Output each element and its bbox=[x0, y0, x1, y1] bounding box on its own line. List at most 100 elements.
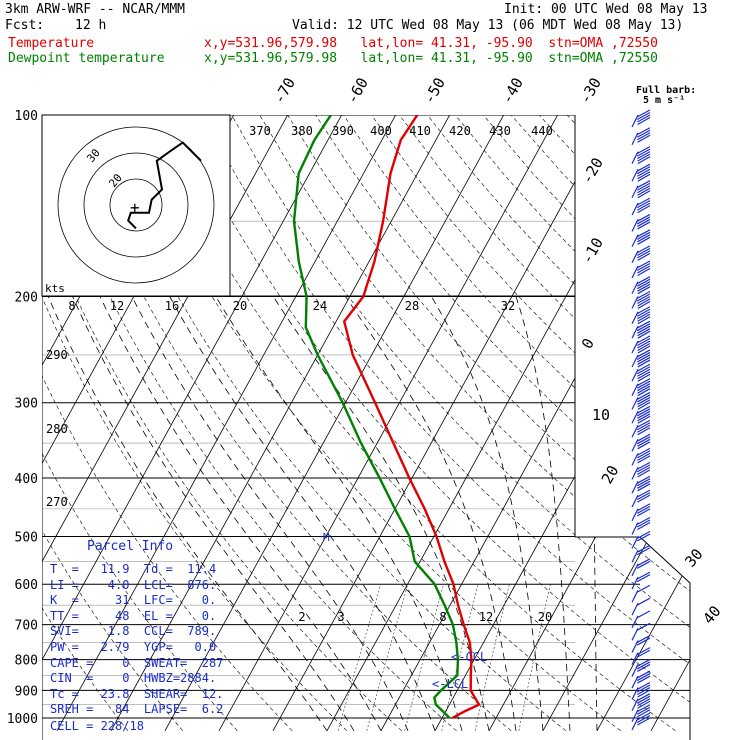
isotherm-line bbox=[110, 115, 458, 731]
dry-adiabat-line bbox=[147, 115, 676, 732]
dry-adiabat-line bbox=[42, 115, 402, 732]
wind-barb-flag bbox=[636, 213, 651, 222]
pressure-tick-label: 800 bbox=[15, 654, 38, 669]
theta-label: 390 bbox=[332, 124, 354, 138]
wind-barb bbox=[631, 693, 651, 711]
wind-barb-flag bbox=[637, 675, 651, 684]
pressure-tick-label: 100 bbox=[15, 109, 38, 124]
wind-barb-flag bbox=[636, 610, 651, 619]
mixing-ratio-label: 2 bbox=[298, 610, 305, 624]
wind-barb-flag bbox=[636, 394, 651, 403]
wind-barb-flag bbox=[637, 234, 651, 243]
wind-barb-flag bbox=[636, 670, 651, 679]
wind-barb-flag bbox=[637, 134, 651, 143]
wind-barb-flag bbox=[636, 658, 651, 667]
isotherm-line bbox=[42, 115, 350, 731]
wind-barb-flag bbox=[636, 461, 651, 470]
wind-barb-flag bbox=[636, 306, 651, 315]
wind-barb-flag bbox=[637, 373, 651, 382]
wind-barb-flag bbox=[637, 281, 651, 290]
wind-barb-flag bbox=[637, 356, 651, 365]
wind-barb-flag bbox=[636, 684, 651, 693]
wind-barb bbox=[631, 461, 651, 480]
right-axis-notch bbox=[575, 536, 691, 740]
wind-barb-flag bbox=[637, 132, 651, 141]
hodograph-speed-label: 16 bbox=[165, 299, 179, 313]
isotherm-label: -70 bbox=[270, 75, 299, 107]
wind-barb-flag bbox=[636, 290, 651, 300]
wind-barb-flag bbox=[637, 156, 651, 165]
parcel-row-svi: SVI= 1.8 CCL= 789. bbox=[50, 624, 217, 638]
wind-barb-flag bbox=[637, 469, 651, 478]
wind-barb-flag bbox=[637, 494, 651, 503]
isotherm-label: -20 bbox=[578, 155, 607, 187]
temperature-profile-line bbox=[343, 115, 481, 720]
pressure-tick-label: 400 bbox=[15, 472, 38, 487]
wind-barb-flag bbox=[637, 689, 651, 698]
wind-barb-flag bbox=[637, 438, 651, 447]
wind-barb bbox=[631, 320, 651, 339]
wind-barb bbox=[631, 363, 651, 382]
moist-adiabat-line bbox=[345, 296, 517, 731]
wind-barb-flag bbox=[637, 187, 651, 196]
parcel-info-box: Parcel Info T = 11.9 Td = 11.4 LI = 4.0 … bbox=[42, 537, 242, 733]
wind-barb-flag bbox=[636, 597, 651, 606]
parcel-m-marker: M bbox=[323, 531, 330, 544]
parcel-row-sreh: SREH = 84 LAPSE= 6.2 bbox=[50, 702, 224, 716]
theta-side-label: 280 bbox=[46, 422, 68, 436]
wind-barb-flag bbox=[636, 127, 651, 136]
wind-barb-flag bbox=[636, 519, 651, 528]
mixing-ratio-line bbox=[337, 584, 382, 731]
wind-barb-flag bbox=[637, 316, 651, 325]
dry-adiabat-line bbox=[42, 115, 293, 732]
moist-adiabat-line bbox=[169, 296, 436, 731]
mixing-ratio-label: 20 bbox=[538, 610, 552, 624]
wind-barb-flag bbox=[636, 262, 651, 272]
temperature-legend: Temperature bbox=[8, 36, 95, 51]
isotherm-line bbox=[164, 115, 512, 731]
wind-barb-flag bbox=[636, 433, 651, 442]
wind-barb-flag bbox=[636, 478, 651, 487]
wind-barb-flag bbox=[637, 401, 651, 410]
isotherm-label: 30 bbox=[681, 545, 706, 570]
wind-barb bbox=[631, 530, 651, 549]
wind-barb-flag bbox=[636, 436, 651, 445]
wind-barb-flag bbox=[636, 419, 651, 428]
wind-barb-flag bbox=[636, 391, 651, 400]
isotherm-label: 40 bbox=[699, 602, 724, 627]
wind-barb-flag bbox=[637, 286, 651, 295]
wind-barb-flag bbox=[636, 661, 651, 670]
wind-barb bbox=[631, 647, 651, 665]
hodograph-speed-label: 28 bbox=[405, 299, 419, 313]
wind-barb bbox=[631, 245, 651, 264]
wind-barb-flag bbox=[636, 163, 651, 172]
wind-barb bbox=[631, 127, 651, 145]
wind-barb-flag bbox=[636, 635, 651, 644]
wind-barb-flag bbox=[636, 516, 651, 526]
wind-barb-flag bbox=[636, 533, 651, 542]
wind-barb-flag bbox=[637, 328, 651, 337]
wind-barb-flag bbox=[636, 146, 651, 155]
isotherm-label: -40 bbox=[498, 75, 527, 107]
wind-barb-flag bbox=[636, 109, 651, 118]
wind-barb-flag bbox=[637, 354, 651, 363]
hodograph-trace bbox=[127, 141, 202, 230]
wind-barb-flag bbox=[636, 216, 651, 225]
wind-barb-flag bbox=[636, 695, 651, 704]
wind-barb-flag bbox=[637, 413, 651, 422]
parcel-row-t: T = 11.9 Td = 11.4 bbox=[50, 562, 217, 576]
wind-barb-flag bbox=[637, 521, 651, 531]
theta-label: 420 bbox=[449, 124, 471, 138]
dry-adiabat-line bbox=[175, 115, 690, 732]
wind-barb bbox=[631, 180, 651, 199]
pressure-tick-label: 700 bbox=[15, 619, 38, 634]
wind-barb bbox=[631, 213, 651, 232]
wind-barb-flag bbox=[636, 712, 651, 721]
wind-barb-flag bbox=[636, 335, 651, 344]
theta-label: 380 bbox=[291, 124, 313, 138]
dry-adiabat-line bbox=[287, 115, 690, 732]
wind-barb bbox=[631, 433, 651, 452]
wind-barb-flag bbox=[636, 647, 651, 656]
wind-barb-flag bbox=[636, 673, 651, 682]
